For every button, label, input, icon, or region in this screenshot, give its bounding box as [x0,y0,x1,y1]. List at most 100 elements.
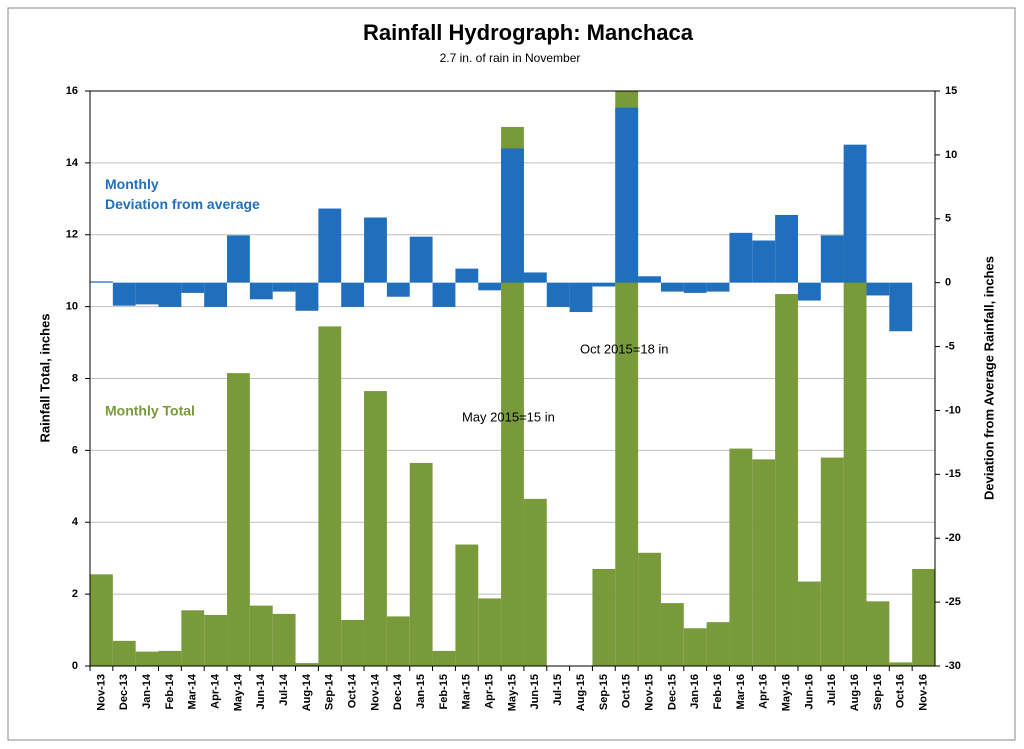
x-tick-label: Aug-14 [301,673,313,711]
x-tick-label: Oct-14 [347,673,359,708]
bar [455,544,479,666]
bar [523,498,547,666]
bar [797,581,821,666]
y2-tick-label: -5 [945,340,955,352]
chart-subtitle: 2.7 in. of rain in November [440,51,581,65]
bar [912,568,935,666]
x-tick-label: Jul-14 [278,673,290,706]
x-tick-label: Dec-15 [666,674,678,710]
bar [820,235,844,283]
bar [227,235,250,283]
y-tick-label: 4 [72,516,79,528]
bar [432,282,456,307]
x-tick-label: Sep-14 [324,673,336,710]
bar [683,628,707,666]
bar [455,268,479,283]
bar [386,282,410,297]
bar [112,282,136,306]
x-tick-label: Mar-14 [187,673,199,709]
x-tick-label: Nov-15 [643,674,655,711]
x-tick-label: Mar-15 [461,674,473,709]
x-tick-label: May-14 [232,673,244,711]
x-tick-label: Sep-15 [598,674,610,710]
bar [797,282,821,301]
bar [90,574,113,666]
bar [318,208,342,283]
bar [135,282,159,305]
bar [889,662,913,666]
annotation: May 2015=15 in [462,409,555,424]
x-tick-label: Apr-16 [758,674,770,709]
y-axis-title: Rainfall Total, inches [37,313,52,442]
y2-tick-label: -10 [945,404,961,416]
bar [158,282,182,307]
x-tick-label: Jul-16 [826,674,838,706]
legend-label: Monthly Total [105,403,195,419]
x-tick-label: Dec-13 [118,674,130,710]
bar [90,281,113,283]
y-tick-label: 14 [66,157,79,169]
x-tick-label: Feb-16 [712,674,724,709]
x-tick-label: Jan-15 [415,674,427,709]
bar [729,448,753,666]
bar [112,640,136,666]
bar [272,282,296,292]
bar [478,282,502,291]
x-tick-label: Nov-14 [369,673,381,711]
plot [90,91,935,666]
bar [706,622,730,666]
legend-label: Monthly Deviation from average [105,176,260,212]
y2-tick-label: -20 [945,532,961,544]
bar [866,282,890,296]
bar [638,552,661,666]
bar [638,276,661,283]
bar [775,294,798,666]
bar [866,601,890,666]
chart-title: Rainfall Hydrograph: Manchaca [363,20,694,45]
x-tick-label: Dec-14 [392,673,404,710]
bar [204,282,228,307]
x-tick-label: Nov-13 [95,674,107,711]
x-tick-label: May-16 [780,674,792,711]
bar [775,214,798,283]
bar [364,217,387,283]
bar [318,326,342,666]
bar [752,459,776,666]
x-tick-label: Nov-16 [917,674,929,711]
x-tick-label: Sep-16 [872,674,884,710]
bar [135,651,159,666]
x-tick-label: Oct-16 [895,674,907,708]
bar [546,282,570,307]
bar [409,462,433,666]
bar [158,650,182,666]
y2-tick-label: -25 [945,596,961,608]
x-tick-label: Apr-15 [484,674,496,709]
bar [409,236,433,283]
x-tick-label: May-15 [506,674,518,711]
y2-tick-label: 15 [945,85,957,97]
bar [706,282,730,292]
y-tick-label: 6 [72,444,78,456]
y-tick-label: 0 [72,660,78,672]
bar [729,232,753,283]
y2-tick-label: -15 [945,468,961,480]
x-tick-label: Oct-15 [621,674,633,708]
bar [843,144,867,283]
bar [683,282,707,293]
x-tick-label: Jul-15 [552,674,564,706]
x-tick-label: Mar-16 [735,674,747,709]
x-tick-label: Jun-15 [529,674,541,709]
y-tick-label: 16 [66,85,78,97]
bar [295,663,319,666]
x-tick-label: Jun-14 [255,673,267,709]
bar [820,457,844,666]
bar [249,282,273,300]
y-tick-label: 10 [66,301,78,313]
bar [227,373,250,666]
bar [181,282,205,293]
x-tick-label: Jan-14 [141,673,153,709]
bar [889,282,913,332]
bar [752,240,776,283]
bar [478,598,502,666]
